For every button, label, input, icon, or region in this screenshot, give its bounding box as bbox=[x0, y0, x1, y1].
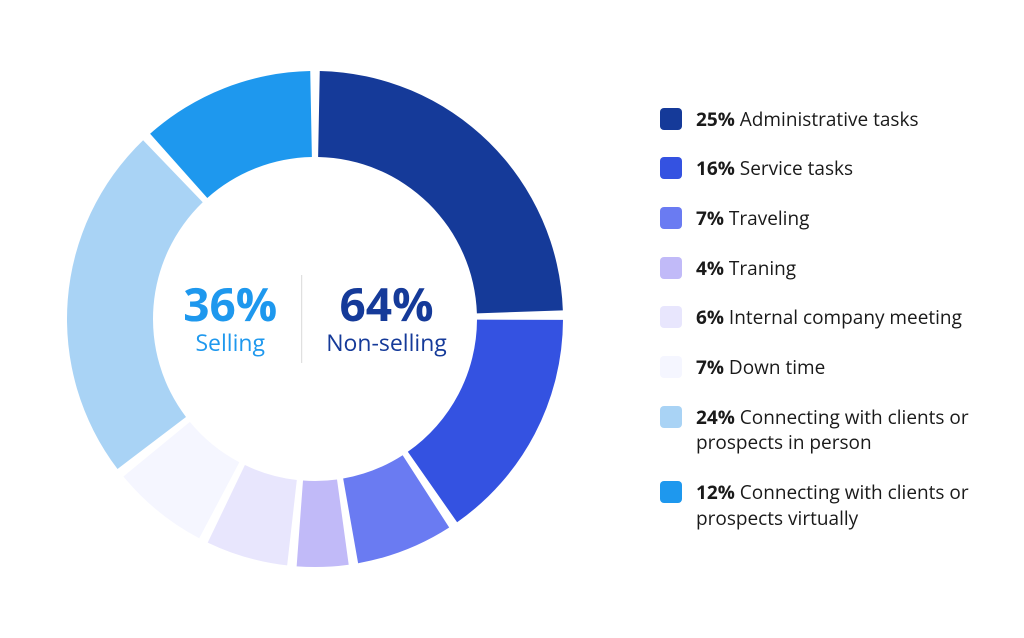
center-labels: 36% Selling 64% Non-selling bbox=[183, 275, 447, 363]
donut-segment bbox=[297, 479, 349, 567]
legend-item: 25% Administrative tasks bbox=[660, 107, 974, 133]
nonselling-label: Non-selling bbox=[326, 328, 447, 358]
legend-percent: 25% bbox=[696, 106, 735, 132]
legend-label: Traning bbox=[724, 255, 796, 281]
legend-percent: 12% bbox=[696, 479, 735, 505]
legend-label: Connecting with clients or prospects in … bbox=[696, 404, 969, 456]
center-left: 36% Selling bbox=[183, 280, 277, 358]
legend-item: 4% Traning bbox=[660, 256, 974, 282]
legend-item: 24% Connecting with clients or prospects… bbox=[660, 405, 974, 456]
donut-chart: 36% Selling 64% Non-selling bbox=[50, 54, 580, 584]
legend-text: 25% Administrative tasks bbox=[696, 107, 919, 133]
legend: 25% Administrative tasks16% Service task… bbox=[660, 107, 974, 531]
legend-percent: 24% bbox=[696, 404, 735, 430]
legend-swatch bbox=[660, 207, 682, 229]
legend-text: 12% Connecting with clients or prospects… bbox=[696, 480, 974, 531]
legend-label: Down time bbox=[724, 354, 825, 380]
legend-item: 7% Traveling bbox=[660, 206, 974, 232]
legend-text: 4% Traning bbox=[696, 256, 796, 282]
legend-label: Administrative tasks bbox=[735, 106, 919, 132]
selling-percent: 36% bbox=[183, 280, 277, 328]
legend-swatch bbox=[660, 481, 682, 503]
legend-swatch bbox=[660, 356, 682, 378]
legend-swatch bbox=[660, 306, 682, 328]
selling-label: Selling bbox=[183, 328, 277, 358]
legend-label: Service tasks bbox=[735, 155, 853, 181]
legend-percent: 16% bbox=[696, 155, 735, 181]
legend-label: Internal company meeting bbox=[724, 304, 962, 330]
legend-percent: 4% bbox=[696, 255, 724, 281]
center-right: 64% Non-selling bbox=[326, 280, 447, 358]
legend-item: 6% Internal company meeting bbox=[660, 305, 974, 331]
legend-label: Connecting with clients or prospects vir… bbox=[696, 479, 969, 531]
legend-swatch bbox=[660, 257, 682, 279]
legend-item: 16% Service tasks bbox=[660, 156, 974, 182]
legend-text: 16% Service tasks bbox=[696, 156, 853, 182]
legend-text: 7% Traveling bbox=[696, 206, 809, 232]
legend-item: 12% Connecting with clients or prospects… bbox=[660, 480, 974, 531]
legend-percent: 6% bbox=[696, 304, 724, 330]
center-divider bbox=[301, 275, 302, 363]
legend-swatch bbox=[660, 406, 682, 428]
legend-label: Traveling bbox=[724, 205, 809, 231]
legend-item: 7% Down time bbox=[660, 355, 974, 381]
chart-container: 36% Selling 64% Non-selling 25% Administ… bbox=[0, 0, 1024, 638]
legend-swatch bbox=[660, 108, 682, 130]
legend-percent: 7% bbox=[696, 205, 724, 231]
legend-text: 24% Connecting with clients or prospects… bbox=[696, 405, 974, 456]
legend-percent: 7% bbox=[696, 354, 724, 380]
legend-text: 6% Internal company meeting bbox=[696, 305, 962, 331]
legend-swatch bbox=[660, 157, 682, 179]
nonselling-percent: 64% bbox=[326, 280, 447, 328]
legend-text: 7% Down time bbox=[696, 355, 825, 381]
